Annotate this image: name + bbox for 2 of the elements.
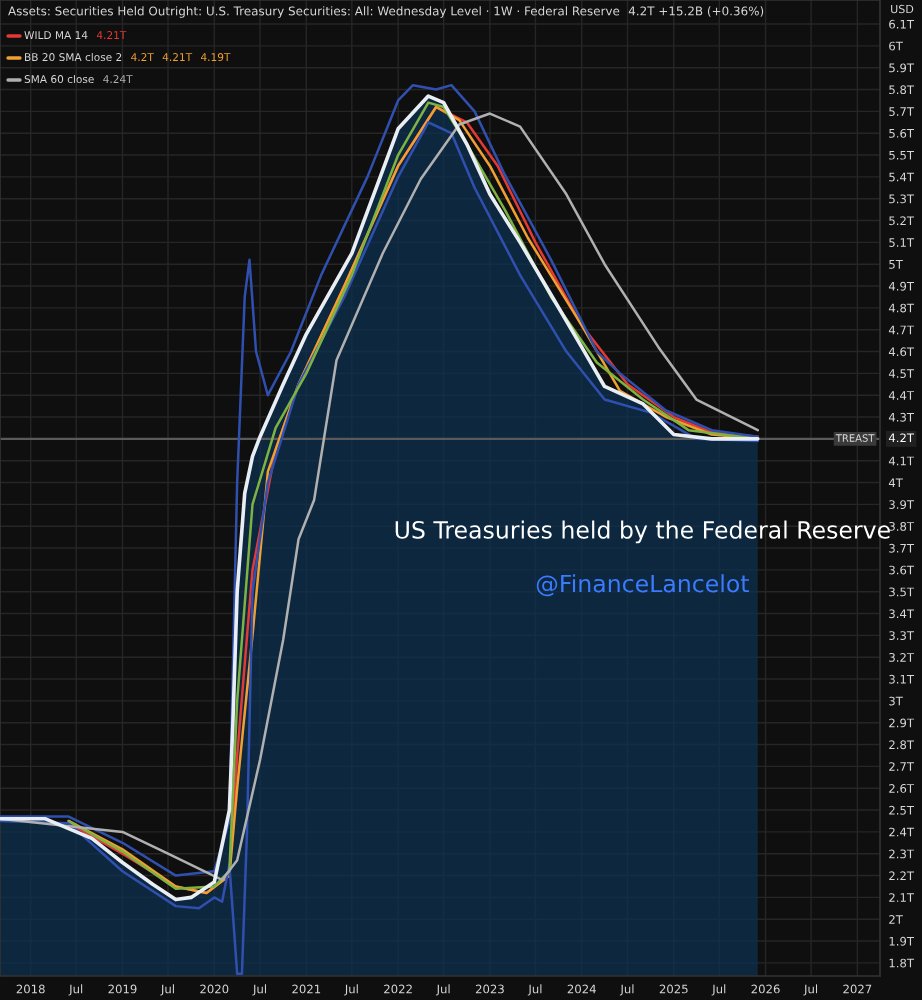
annotation: @FinanceLancelot	[536, 574, 749, 597]
annotation: US Treasuries held by the Federal Reserve	[395, 520, 890, 544]
